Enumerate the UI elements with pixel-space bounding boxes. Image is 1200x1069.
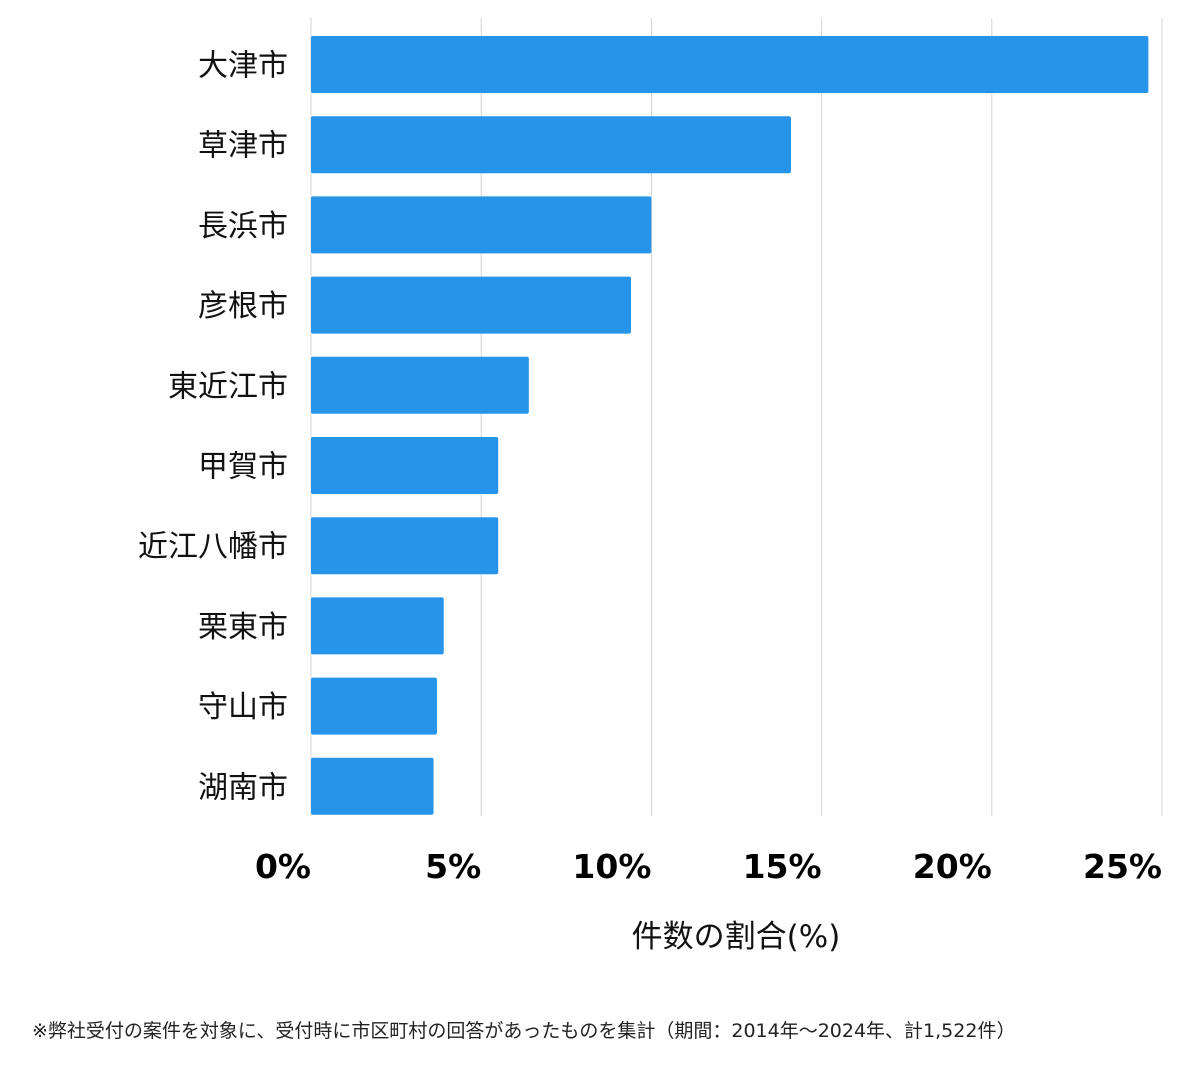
bar [311, 356, 529, 414]
x-tick-label: 20% [913, 847, 992, 886]
x-tick-labels: 0% 5% 10% 15% 20% 25% [255, 847, 1162, 886]
bar [311, 517, 499, 575]
x-tick-label: 15% [743, 847, 822, 886]
bar [311, 36, 1149, 93]
category-label: 守山市 [198, 690, 288, 725]
bar [311, 116, 791, 174]
category-label: 湖南市 [198, 770, 288, 805]
x-tick-label: 25% [1083, 847, 1162, 886]
bars [311, 36, 1149, 815]
footnote: ※弊社受付の案件を対象に、受付時に市区町村の回答があったものを集計（期間：201… [32, 1020, 1016, 1042]
bar [311, 757, 434, 815]
x-tick-label: 0% [255, 847, 311, 886]
category-label: 彦根市 [198, 289, 288, 324]
category-label: 草津市 [198, 129, 288, 164]
x-axis-title: 件数の割合(%) [632, 919, 841, 955]
bar [311, 196, 652, 254]
category-label: 近江八幡市 [138, 530, 288, 565]
bar [311, 437, 499, 494]
category-label: 栗東市 [198, 610, 288, 645]
category-label: 大津市 [198, 49, 288, 84]
bar [311, 677, 437, 735]
category-label: 甲賀市 [198, 450, 288, 485]
bar [311, 597, 444, 655]
bar [311, 276, 631, 334]
category-label: 東近江市 [168, 369, 288, 404]
category-label: 長浜市 [198, 209, 288, 244]
x-tick-label: 10% [572, 847, 651, 886]
x-tick-label: 5% [425, 847, 481, 886]
